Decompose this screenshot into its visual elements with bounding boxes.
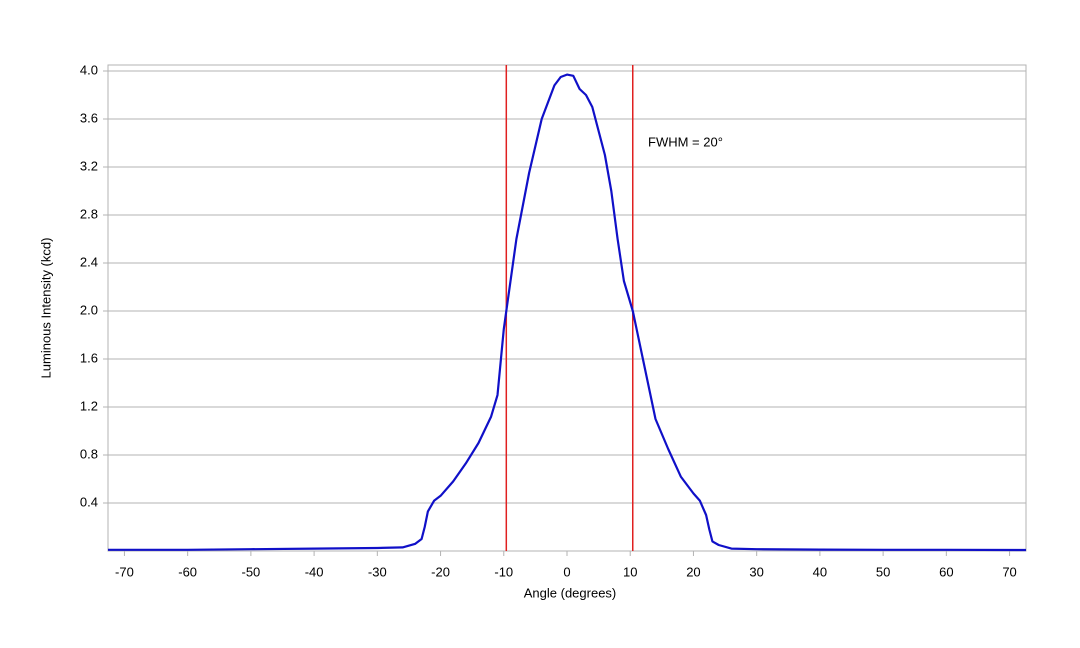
x-tick-label: 60 xyxy=(939,564,953,579)
x-tick-label: -40 xyxy=(305,564,324,579)
x-tick-label: -60 xyxy=(178,564,197,579)
plot-frame xyxy=(107,64,1027,552)
y-tick-label: 4.0 xyxy=(80,62,98,77)
x-tick-label: -50 xyxy=(241,564,260,579)
line xyxy=(108,73,1027,552)
y-tick-label: 1.2 xyxy=(80,398,98,413)
x-tick-label: 10 xyxy=(623,564,637,579)
x-tick-label: -20 xyxy=(431,564,450,579)
x-tick-label: 30 xyxy=(749,564,763,579)
x-tick-label: 20 xyxy=(686,564,700,579)
x-tick-label: 70 xyxy=(1002,564,1016,579)
y-axis-label: Luminous Intensity (kcd) xyxy=(38,238,53,379)
x-tick-label: -70 xyxy=(115,564,134,579)
annotation: FWHM = 20° xyxy=(648,134,723,149)
x-tick-label: -30 xyxy=(368,564,387,579)
y-tick-label: 3.2 xyxy=(80,158,98,173)
x-tick-label: 40 xyxy=(813,564,827,579)
y-tick-label: 0.4 xyxy=(80,494,98,509)
y-tick-label: 3.6 xyxy=(80,110,98,125)
y-tick-label: 2.4 xyxy=(80,254,98,269)
y-tick-label: 2.8 xyxy=(80,206,98,221)
y-tick-label: 2.0 xyxy=(80,302,98,317)
x-axis-label: Angle (degrees) xyxy=(524,585,617,600)
y-tick-label: 0.8 xyxy=(80,446,98,461)
y-tick-label: 1.6 xyxy=(80,350,98,365)
x-tick-label: 0 xyxy=(563,564,570,579)
x-tick-label: 50 xyxy=(876,564,890,579)
x-tick-label: -10 xyxy=(494,564,513,579)
